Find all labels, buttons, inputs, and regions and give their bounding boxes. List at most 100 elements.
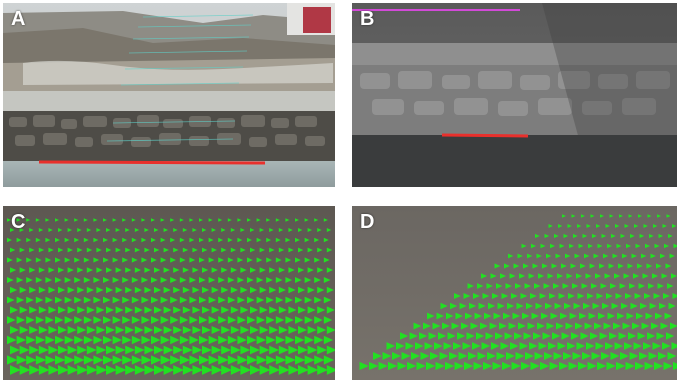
velocity-vector — [629, 283, 636, 289]
velocity-vector — [660, 253, 666, 259]
velocity-vector — [141, 276, 149, 284]
velocity-vector — [449, 351, 458, 361]
velocity-vector — [649, 233, 654, 239]
velocity-vector — [83, 316, 93, 324]
velocity-vector — [211, 345, 222, 355]
velocity-vector — [256, 276, 264, 284]
velocity-vector — [77, 306, 86, 314]
velocity-vector — [259, 306, 268, 314]
velocity-vector — [240, 286, 248, 294]
velocity-vector — [237, 257, 244, 263]
velocity-vector — [106, 306, 115, 314]
velocity-vector — [10, 267, 17, 273]
velocity-vector — [392, 351, 401, 361]
velocity-vector — [122, 335, 132, 345]
velocity-vector — [250, 325, 259, 335]
velocity-vector — [35, 316, 45, 324]
velocity-vector — [610, 283, 617, 289]
velocity-vector — [562, 214, 566, 218]
velocity-vector — [266, 237, 272, 243]
velocity-vector — [131, 276, 139, 284]
velocity-vector — [64, 218, 69, 222]
velocity-vector — [572, 283, 579, 289]
velocity-vector — [269, 286, 277, 294]
velocity-vector — [64, 355, 75, 365]
velocity-vector — [614, 273, 621, 279]
velocity-vector — [603, 253, 609, 259]
velocity-vector — [275, 218, 280, 222]
velocity-vector — [55, 355, 66, 365]
velocity-vector — [115, 306, 124, 314]
velocity-vector — [531, 312, 539, 320]
velocity-vector — [672, 292, 677, 300]
velocity-vector — [562, 283, 569, 289]
velocity-vector — [266, 316, 275, 324]
velocity-vector — [230, 286, 238, 294]
velocity-vector — [35, 218, 40, 222]
velocity-vector — [420, 351, 430, 361]
velocity-vector — [655, 312, 663, 320]
velocity-vector — [495, 332, 504, 340]
velocity-vector — [182, 325, 192, 335]
velocity-vector — [74, 218, 79, 222]
velocity-vector — [278, 286, 286, 294]
velocity-vector — [298, 306, 307, 314]
velocity-vector — [628, 332, 637, 340]
velocity-vector — [67, 286, 75, 294]
velocity-vector — [561, 263, 567, 269]
velocity-vector — [256, 237, 262, 243]
velocity-vector — [269, 345, 280, 355]
velocity-vector — [250, 247, 256, 253]
velocity-vector — [211, 286, 219, 294]
velocity-vector — [173, 345, 184, 355]
velocity-vector — [259, 345, 270, 355]
velocity-vector — [134, 365, 146, 375]
velocity-vector — [179, 316, 189, 324]
velocity-vector — [163, 365, 175, 375]
velocity-vector — [237, 355, 248, 365]
velocity-vector — [106, 365, 117, 375]
velocity-vector — [285, 316, 294, 324]
velocity-vector — [247, 257, 253, 263]
velocity-vector — [189, 257, 196, 263]
velocity-vector — [221, 306, 230, 314]
velocity-vector — [626, 243, 632, 249]
velocity-vector — [638, 214, 642, 218]
velocity-vector — [173, 286, 181, 294]
velocity-vector — [115, 227, 121, 233]
velocity-vector — [304, 237, 310, 243]
velocity-vector — [154, 345, 164, 355]
velocity-vector — [211, 325, 221, 335]
velocity-vector — [230, 325, 240, 335]
velocity-vector — [573, 233, 578, 239]
velocity-vector — [486, 283, 493, 289]
velocity-vector — [247, 237, 252, 243]
velocity-vector — [269, 325, 279, 335]
velocity-vector — [259, 325, 269, 335]
velocity-vector — [620, 233, 626, 239]
panel-c-velocity-vectors — [7, 218, 335, 375]
velocity-vector — [208, 316, 218, 324]
velocity-vector — [285, 237, 291, 243]
velocity-vector — [275, 335, 286, 345]
velocity-vector — [317, 227, 322, 233]
velocity-vector — [189, 355, 200, 365]
velocity-vector — [643, 224, 648, 228]
velocity-vector — [288, 345, 299, 355]
velocity-vector — [304, 257, 311, 263]
velocity-vector — [606, 361, 616, 371]
velocity-vector — [401, 351, 411, 361]
velocity-vector — [163, 345, 174, 355]
velocity-vector — [55, 296, 63, 304]
velocity-vector — [115, 286, 123, 294]
velocity-vector — [535, 302, 543, 310]
velocity-vector — [86, 345, 97, 355]
velocity-vector — [563, 233, 569, 239]
velocity-vector — [620, 351, 629, 361]
velocity-vector — [304, 335, 314, 345]
velocity-vector — [7, 335, 17, 345]
velocity-vector — [544, 233, 550, 239]
velocity-vector — [637, 332, 646, 340]
velocity-vector — [93, 276, 101, 284]
velocity-vector — [259, 227, 265, 233]
